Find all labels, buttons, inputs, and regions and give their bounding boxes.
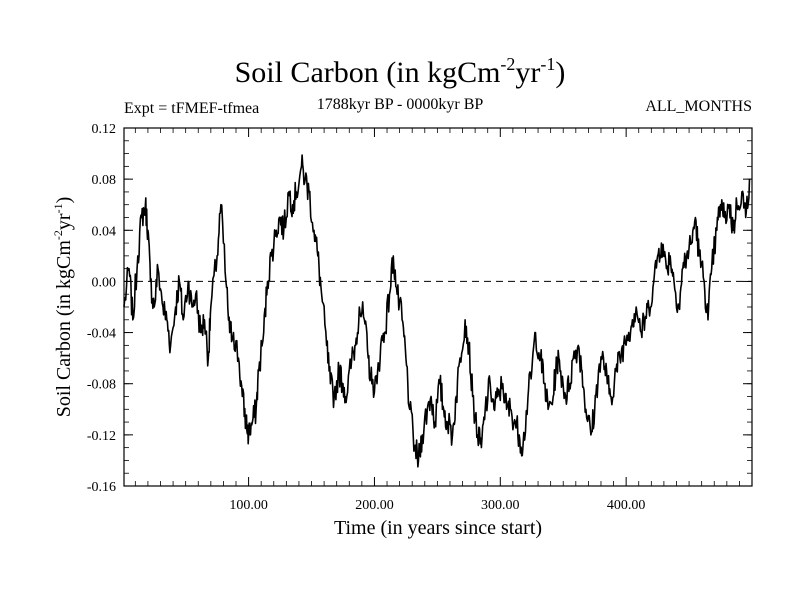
y-tick-label: -0.08 bbox=[87, 378, 116, 393]
chart-title-main: Soil Carbon (in kgCm bbox=[234, 56, 501, 89]
y-axis-title-mid: yr bbox=[53, 213, 75, 230]
y-tick-labels: 0.12 0.08 0.04 0.00 -0.04 -0.08 -0.12 -0.16 bbox=[87, 122, 116, 495]
chart-title-exponent-2: -1 bbox=[540, 54, 556, 74]
ticks-layer bbox=[124, 127, 752, 487]
plot-frame bbox=[123, 127, 753, 487]
x-axis-title: Time (in years since start) bbox=[334, 517, 542, 539]
months-label: ALL_MONTHS bbox=[645, 98, 752, 115]
y-tick-label: 0.08 bbox=[92, 173, 117, 188]
experiment-label: Expt = tFMEF-tfmea bbox=[124, 100, 260, 117]
y-axis-title-exponent-1: -2 bbox=[51, 230, 65, 240]
y-tick-label: 0.04 bbox=[92, 224, 117, 239]
chart-title: Soil Carbon (in kgCm-2yr-1) bbox=[0, 54, 800, 90]
soil-carbon-series-line bbox=[123, 154, 751, 468]
y-axis-title-main: Soil Carbon (in kgCm bbox=[53, 240, 75, 418]
x-tick-label: 200.00 bbox=[355, 498, 394, 513]
chart-title-end: ) bbox=[555, 56, 566, 89]
x-tick-label: 100.00 bbox=[229, 498, 268, 513]
x-tick-label: 300.00 bbox=[481, 498, 520, 513]
x-tick-label: 400.00 bbox=[607, 498, 646, 513]
y-axis-title-end: ) bbox=[53, 197, 75, 204]
chart-title-exponent-1: -2 bbox=[500, 54, 516, 74]
y-tick-label: 0.12 bbox=[92, 122, 117, 137]
chart-title-mid: yr bbox=[515, 56, 541, 89]
period-label: 1788kyr BP - 0000kyr BP bbox=[316, 96, 484, 113]
y-axis-title-exponent-2: -1 bbox=[51, 203, 65, 213]
y-tick-label: -0.04 bbox=[87, 327, 116, 342]
y-tick-label: -0.12 bbox=[87, 429, 116, 444]
y-tick-label: 0.00 bbox=[92, 275, 117, 290]
y-tick-label: -0.16 bbox=[87, 480, 116, 495]
x-tick-labels: 100.00 200.00 300.00 400.00 bbox=[229, 498, 645, 513]
y-axis-title: Soil Carbon (in kgCm-2yr-1) bbox=[51, 197, 75, 418]
